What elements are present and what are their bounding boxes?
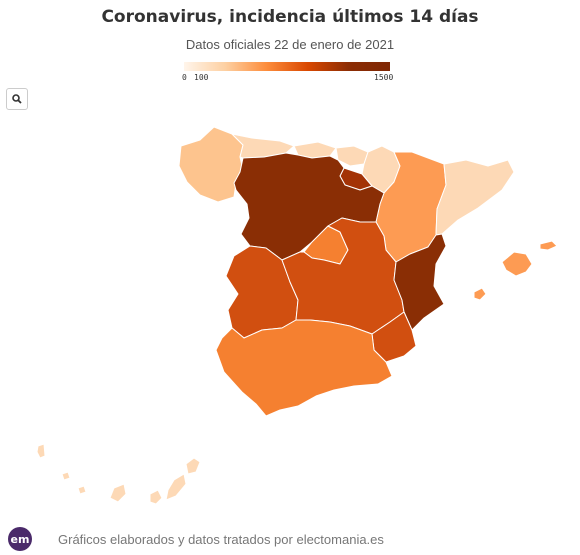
search-button[interactable] — [6, 88, 28, 110]
region-canarias-gran-canaria[interactable] — [149, 489, 163, 505]
footer-credit: Gráficos elaborados y datos tratados por… — [58, 531, 384, 547]
region-canarias-la-palma[interactable] — [36, 443, 46, 459]
region-canarias-el-hierro[interactable] — [61, 471, 71, 481]
legend-max-label: 1500 — [374, 73, 394, 82]
legend-gradient-bar — [184, 62, 390, 71]
legend-min-label: 0 — [182, 73, 187, 82]
region-canarias-tenerife[interactable] — [109, 483, 127, 503]
region-canarias-lanzarote[interactable] — [185, 457, 201, 475]
region-ibiza[interactable] — [473, 287, 487, 301]
region-canarias-fuerteventura[interactable] — [165, 473, 187, 501]
chart-title: Coronavirus, incidencia últimos 14 días — [101, 7, 479, 27]
chart-subtitle: Datos oficiales 22 de enero de 2021 — [185, 37, 395, 52]
region-galicia[interactable] — [178, 126, 244, 203]
region-menorca[interactable] — [539, 240, 558, 251]
region-mallorca[interactable] — [501, 251, 533, 277]
electomania-logo: em — [8, 527, 32, 551]
region-andalucia[interactable] — [215, 319, 393, 417]
region-canarias-la-gomera[interactable] — [77, 485, 87, 495]
footer: em Gráficos elaborados y datos tratados … — [8, 527, 384, 551]
search-icon — [12, 94, 22, 104]
region-comunidad-valenciana[interactable] — [393, 233, 447, 331]
region-cataluna[interactable] — [435, 159, 515, 236]
color-legend: 0 100 1500 — [182, 62, 394, 84]
legend-mid-label: 100 — [194, 73, 209, 82]
